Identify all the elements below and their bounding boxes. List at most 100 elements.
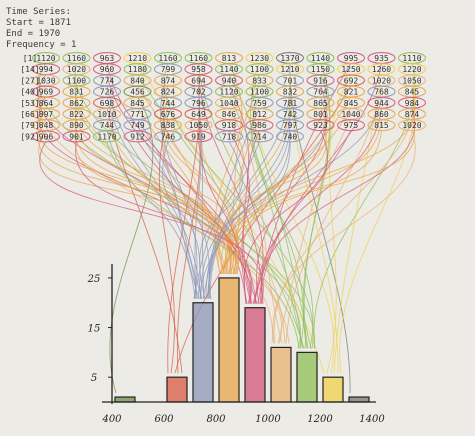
connector-curve [109, 96, 154, 394]
histogram-bar [270, 346, 292, 403]
connector-curve [272, 130, 416, 344]
table-cell: 963 [100, 54, 115, 63]
connector-curve [228, 96, 304, 349]
header-title: Time Series: [6, 7, 71, 17]
table-cell: 1140 [311, 54, 330, 63]
table-cell: 744 [100, 121, 115, 130]
y-tick-label: 25 [87, 274, 101, 285]
row-label: [40] [20, 88, 39, 97]
table-cell: 919 [191, 132, 206, 141]
table-cell: 1120 [219, 88, 238, 97]
row-label: [1] [23, 54, 37, 63]
table-cell: 874 [161, 76, 176, 85]
table-cell: 862 [69, 99, 84, 108]
row-label: [14] [20, 65, 39, 74]
table-cell: 848 [39, 121, 54, 130]
table-cell: 1100 [250, 88, 269, 97]
table-cell: 1370 [280, 54, 299, 63]
histogram-bar [348, 396, 370, 403]
table-cell: 740 [283, 132, 298, 141]
table-cell: 1050 [402, 76, 421, 85]
table-cell: 918 [222, 121, 237, 130]
table-cell: 815 [374, 121, 389, 130]
row-label: [79] [20, 121, 39, 130]
table-cell: 824 [161, 88, 176, 97]
table-cell: 799 [161, 65, 176, 74]
connector-curve [198, 96, 205, 299]
table-cell: 984 [405, 99, 420, 108]
connector-curve [174, 85, 352, 374]
x-tick-label: 1000 [255, 414, 281, 425]
connector-curve [247, 130, 264, 304]
table-cell: 768 [374, 88, 389, 97]
table-cell: 801 [313, 110, 328, 119]
table-cell: 1040 [341, 110, 360, 119]
table-cell: 774 [100, 76, 115, 85]
row-label: [92] [20, 132, 39, 141]
table-cell: 994 [39, 65, 54, 74]
histogram-bar [218, 277, 240, 403]
table-cell: 1020 [372, 76, 391, 85]
table-cell: 702 [191, 88, 206, 97]
y-tick-label: 15 [88, 324, 101, 335]
table-cell: 906 [39, 132, 54, 141]
table-cell: 1020 [402, 121, 421, 130]
connector-curve [106, 141, 300, 349]
table-cell: 749 [130, 121, 145, 130]
table-cell: 746 [161, 132, 176, 141]
table-cell: 1230 [250, 54, 269, 63]
table-cell: 456 [130, 88, 145, 97]
table-cell: 1180 [128, 65, 147, 74]
histogram-bar [114, 396, 136, 403]
table-cell: 940 [222, 76, 237, 85]
histogram-bars [114, 277, 370, 403]
connector-curve [74, 118, 236, 274]
connector-curve [228, 107, 283, 344]
connector-curve [159, 74, 198, 299]
table-cell: 874 [405, 110, 420, 119]
table-cell: 676 [161, 110, 176, 119]
table-cell: 901 [69, 132, 84, 141]
histogram-bar [166, 376, 188, 403]
table-cell: 923 [313, 121, 328, 130]
connector-curve [251, 96, 314, 349]
table-cell: 846 [222, 110, 237, 119]
table-cell: 771 [130, 110, 145, 119]
connector-curve [39, 141, 264, 304]
table-cell: 840 [130, 76, 145, 85]
connector-curve [225, 96, 291, 274]
table-cell: 781 [283, 99, 298, 108]
connector-curve [198, 74, 264, 304]
table-cell: 1040 [219, 99, 238, 108]
table-cell: 726 [100, 88, 115, 97]
connector-lines [31, 52, 427, 394]
table-cell: 1110 [402, 54, 421, 63]
table-cell: 1100 [250, 65, 269, 74]
table-cell: 995 [344, 54, 359, 63]
table-cell: 1140 [219, 65, 238, 74]
histogram-bar [296, 351, 318, 403]
table-cell: 1100 [67, 76, 86, 85]
table-cell: 1150 [311, 65, 330, 74]
table-cell: 1210 [280, 65, 299, 74]
connector-curve [194, 107, 202, 299]
table-cell: 1250 [341, 65, 360, 74]
row-label: [27] [20, 76, 39, 85]
connector-curve [207, 85, 291, 299]
table-cell: 797 [283, 121, 298, 130]
connector-curve [277, 118, 352, 344]
header-end: End = 1970 [6, 29, 60, 39]
table-cell: 1260 [372, 65, 391, 74]
table-cell: 845 [405, 88, 420, 97]
table-cell: 1030 [36, 76, 55, 85]
table-cell: 1210 [128, 54, 147, 63]
connector-curve [74, 96, 231, 274]
histogram-bar [244, 307, 266, 403]
table-cell: 845 [344, 99, 359, 108]
table-cell: 912 [130, 132, 145, 141]
connector-curve [193, 141, 260, 299]
table-cell: 744 [161, 99, 176, 108]
table-cell: 796 [191, 99, 206, 108]
table-cell: 813 [222, 54, 237, 63]
